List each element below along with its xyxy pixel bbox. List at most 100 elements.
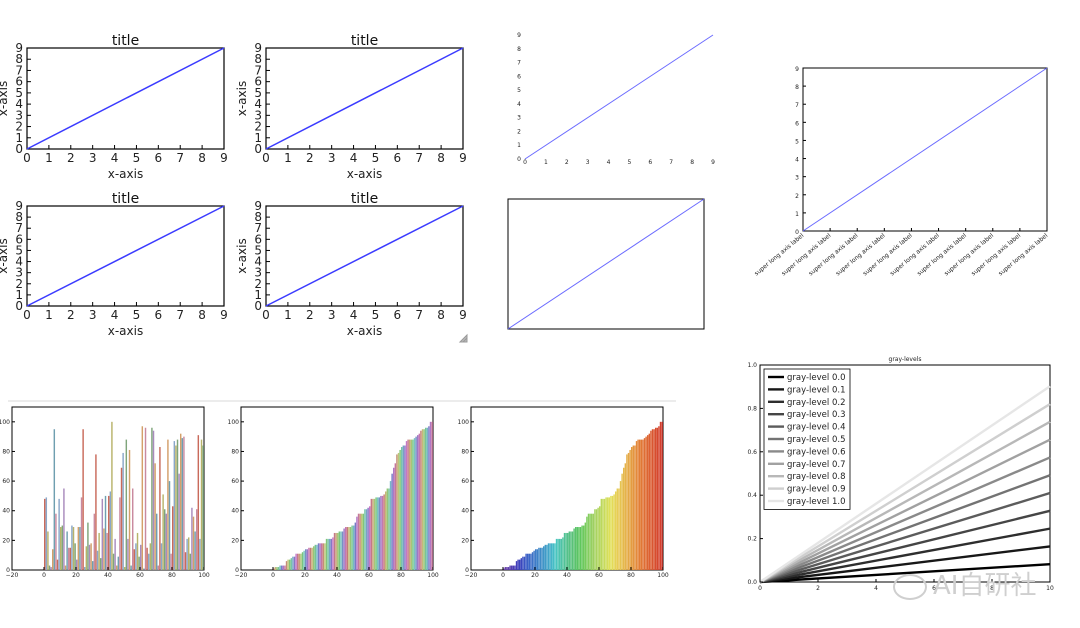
y-tick-label: 0 [15, 299, 23, 313]
bar [181, 438, 184, 570]
bar [128, 449, 131, 570]
bar [659, 421, 662, 570]
bar [64, 565, 67, 570]
bar [132, 488, 134, 570]
y-tick-label: 4 [15, 97, 23, 111]
bar [82, 429, 84, 570]
series-line [759, 545, 1051, 584]
series-line [759, 563, 1051, 584]
x-tick-label: 2 [306, 308, 314, 322]
bar [531, 552, 534, 570]
y-tick-label: 8 [15, 52, 23, 66]
legend-label: gray-level 0.0 [787, 373, 845, 383]
bar [180, 433, 182, 570]
bar [431, 421, 433, 570]
bar [311, 547, 313, 570]
bar [397, 452, 400, 570]
y-tick-label: 4 [517, 101, 521, 108]
watermark-text: AI自研社 [933, 571, 1037, 601]
bar [536, 549, 539, 570]
bar [154, 463, 156, 570]
bar [519, 559, 521, 570]
bar [319, 543, 321, 570]
plot-title: title [112, 33, 139, 49]
bar [300, 553, 302, 570]
bar [405, 441, 408, 570]
bar [340, 531, 342, 570]
bar [615, 491, 617, 570]
x-tick-label: 9 [459, 308, 467, 322]
bar [337, 532, 339, 570]
y-tick-label: 2 [795, 193, 799, 200]
bar [200, 439, 203, 570]
bar [597, 507, 599, 570]
x-tick-label: super long axis label [835, 232, 887, 277]
bar [650, 430, 652, 570]
bar [173, 441, 176, 570]
bar [66, 531, 68, 570]
x-tick-label: 80 [627, 572, 635, 579]
x-tick-label: 0 [758, 585, 762, 592]
x-tick-label: 1 [45, 308, 53, 322]
y-tick-label: 7 [517, 60, 521, 67]
bar [77, 527, 80, 570]
bar [417, 435, 419, 570]
y-tick-label: 6 [795, 120, 799, 127]
x-tick-label: 6 [394, 151, 402, 165]
y-tick-label: 0 [254, 142, 262, 156]
bar [156, 513, 158, 570]
x-tick-label: 20 [301, 572, 309, 579]
bar [506, 567, 508, 570]
bar [365, 509, 368, 570]
bar [653, 429, 655, 570]
x-tick-label: 0 [23, 151, 31, 165]
chat-bubble-icon [893, 573, 927, 600]
plot-title: title [351, 33, 378, 49]
bar [357, 513, 360, 570]
bar [63, 488, 65, 570]
bar [364, 509, 366, 570]
bar [72, 527, 75, 570]
bar [634, 445, 636, 570]
x-tick-label: 4 [111, 151, 119, 165]
bar [426, 427, 429, 570]
bar [104, 495, 107, 570]
bar [164, 509, 166, 570]
x-tick-label: 60 [136, 572, 144, 579]
y-tick-label: 40 [231, 508, 239, 515]
bar [380, 495, 382, 570]
series-line [759, 509, 1051, 584]
y-tick-label: 8 [254, 210, 262, 224]
bar [341, 531, 344, 570]
series-line [524, 34, 714, 160]
x-tick-label: super long axis label [780, 232, 832, 277]
series-line [759, 403, 1051, 584]
bar [611, 495, 614, 570]
bar [359, 513, 361, 570]
bar [575, 527, 577, 570]
bar [333, 532, 336, 570]
x-tick-label: 0 [501, 572, 505, 579]
y-tick-label: 0.2 [747, 536, 757, 543]
x-tick-label: 1 [284, 308, 292, 322]
bar [351, 525, 353, 570]
y-tick-label: 2 [254, 277, 262, 291]
bar [372, 498, 374, 570]
x-axis-label: x-axis [347, 167, 382, 181]
bar [290, 558, 293, 570]
y-tick-label: 5 [795, 138, 799, 145]
bar [576, 527, 579, 570]
x-tick-label: 8 [437, 151, 445, 165]
bar [71, 525, 73, 570]
bar [79, 527, 81, 570]
y-axis-label: x-axis [235, 81, 249, 116]
y-tick-label: 40 [2, 508, 10, 515]
bar [523, 556, 526, 570]
legend-label: gray-level 1.0 [787, 497, 845, 507]
bar [114, 538, 116, 570]
y-tick-label: 2 [517, 128, 521, 135]
y-tick-label: 9 [15, 41, 23, 55]
